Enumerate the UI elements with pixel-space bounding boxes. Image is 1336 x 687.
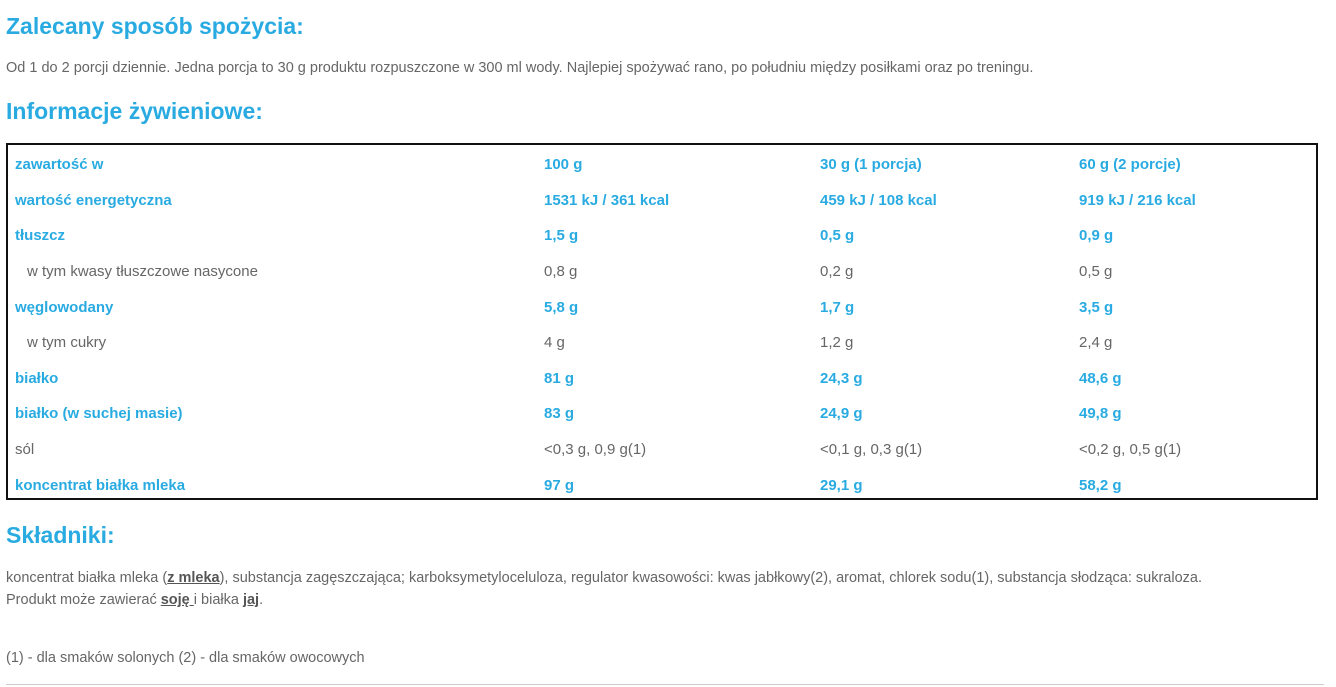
nutrient-label: białko (w suchej masie): [15, 405, 183, 423]
nutrient-label: wartość energetyczna: [15, 191, 172, 209]
value-per-100g: <0,3 g, 0,9 g(1): [544, 441, 647, 459]
value-per-30g: 1,2 g: [820, 334, 854, 352]
value-per-60g: 58,2 g: [1079, 476, 1122, 494]
nutrient-label: węglowodany: [15, 298, 114, 316]
table-row: w tym cukry 4 g 1,2 g 2,4 g: [8, 325, 1316, 361]
value-per-100g: 100 g: [544, 156, 583, 174]
may-contain-mid: i białka: [193, 592, 243, 608]
value-per-60g: 2,4 g: [1079, 334, 1113, 352]
table-row: białko 81 g 24,3 g 48,6 g: [8, 361, 1316, 397]
value-per-30g: 1,7 g: [820, 298, 855, 316]
table-row: białko (w suchej masie) 83 g 24,9 g 49,8…: [8, 396, 1316, 432]
value-per-100g: 0,8 g: [544, 263, 578, 281]
may-contain-suffix: .: [259, 592, 264, 608]
value-per-30g: 29,1 g: [820, 476, 863, 494]
value-per-60g: 49,8 g: [1079, 405, 1122, 423]
table-row: koncentrat białka mleka 97 g 29,1 g 58,2…: [8, 467, 1316, 503]
value-per-30g: 459 kJ / 108 kcal: [820, 191, 937, 209]
nutrition-heading: Informacje żywieniowe:: [6, 98, 263, 124]
value-per-30g: 0,2 g: [820, 263, 854, 281]
value-per-100g: 1531 kJ / 361 kcal: [544, 191, 670, 209]
value-per-60g: 3,5 g: [1079, 298, 1114, 316]
ingredients-heading: Składniki:: [6, 522, 115, 548]
table-row: zawartość w 100 g 30 g (1 porcja) 60 g (…: [8, 147, 1316, 183]
value-per-100g: 1,5 g: [544, 227, 579, 245]
value-per-60g: 0,9 g: [1079, 227, 1114, 245]
value-per-30g: 24,9 g: [820, 405, 863, 423]
nutrient-label: zawartość w: [15, 156, 104, 174]
may-contain-prefix: Produkt może zawierać: [6, 592, 161, 608]
allergen-egg: jaj: [242, 592, 260, 608]
nutrient-label: białko: [15, 369, 59, 387]
table-row: w tym kwasy tłuszczowe nasycone 0,8 g 0,…: [8, 254, 1316, 290]
nutrient-label: w tym cukry: [27, 334, 107, 352]
value-per-60g: 60 g (2 porcje): [1079, 156, 1181, 174]
value-per-100g: 4 g: [544, 334, 565, 352]
value-per-60g: 0,5 g: [1079, 263, 1113, 281]
value-per-60g: 48,6 g: [1079, 369, 1122, 387]
value-per-30g: 24,3 g: [820, 369, 863, 387]
allergen-soy: soję: [160, 592, 194, 608]
value-per-100g: 5,8 g: [544, 298, 579, 316]
nutrition-table-container: zawartość w 100 g 30 g (1 porcja) 60 g (…: [6, 143, 1318, 500]
table-row: tłuszcz 1,5 g 0,5 g 0,9 g: [8, 218, 1316, 254]
nutrition-table: zawartość w 100 g 30 g (1 porcja) 60 g (…: [8, 147, 1316, 503]
ingredients-part1: koncentrat białka mleka (: [6, 570, 168, 586]
value-per-60g: 919 kJ / 216 kcal: [1079, 191, 1196, 209]
value-per-100g: 81 g: [544, 369, 575, 387]
ingredients-part2: ), substancja zagęszczająca; karboksymet…: [219, 570, 1202, 586]
usage-text: Od 1 do 2 porcji dziennie. Jedna porcja …: [6, 60, 1034, 76]
nutrient-label: w tym kwasy tłuszczowe nasycone: [27, 263, 258, 281]
allergen-milk: z mleka: [167, 570, 220, 586]
ingredients-text: koncentrat białka mleka (z mleka), subst…: [6, 567, 1306, 611]
usage-heading: Zalecany sposób spożycia:: [6, 13, 304, 39]
table-row: sól <0,3 g, 0,9 g(1) <0,1 g, 0,3 g(1) <0…: [8, 432, 1316, 468]
nutrient-label: sól: [15, 441, 35, 459]
value-per-30g: <0,1 g, 0,3 g(1): [820, 441, 923, 459]
nutrient-label: tłuszcz: [15, 227, 66, 245]
nutrient-label: koncentrat białka mleka: [15, 476, 186, 494]
table-row: wartość energetyczna 1531 kJ / 361 kcal …: [8, 183, 1316, 219]
table-row: węglowodany 5,8 g 1,7 g 3,5 g: [8, 289, 1316, 325]
divider: [6, 684, 1324, 685]
value-per-100g: 83 g: [544, 405, 575, 423]
value-per-60g: <0,2 g, 0,5 g(1): [1079, 441, 1182, 459]
value-per-100g: 97 g: [544, 476, 575, 494]
value-per-30g: 0,5 g: [820, 227, 855, 245]
footnote-text: (1) - dla smaków solonych (2) - dla smak…: [6, 650, 365, 666]
value-per-30g: 30 g (1 porcja): [820, 156, 922, 174]
